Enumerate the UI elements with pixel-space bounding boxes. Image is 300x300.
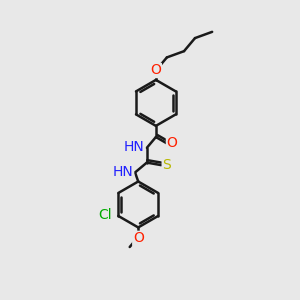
Text: HN: HN [124,140,145,154]
Text: Cl: Cl [98,208,112,222]
Text: O: O [151,64,161,77]
Text: S: S [162,158,171,172]
Text: O: O [167,136,177,150]
Text: HN: HN [113,165,134,179]
Text: O: O [133,231,144,245]
